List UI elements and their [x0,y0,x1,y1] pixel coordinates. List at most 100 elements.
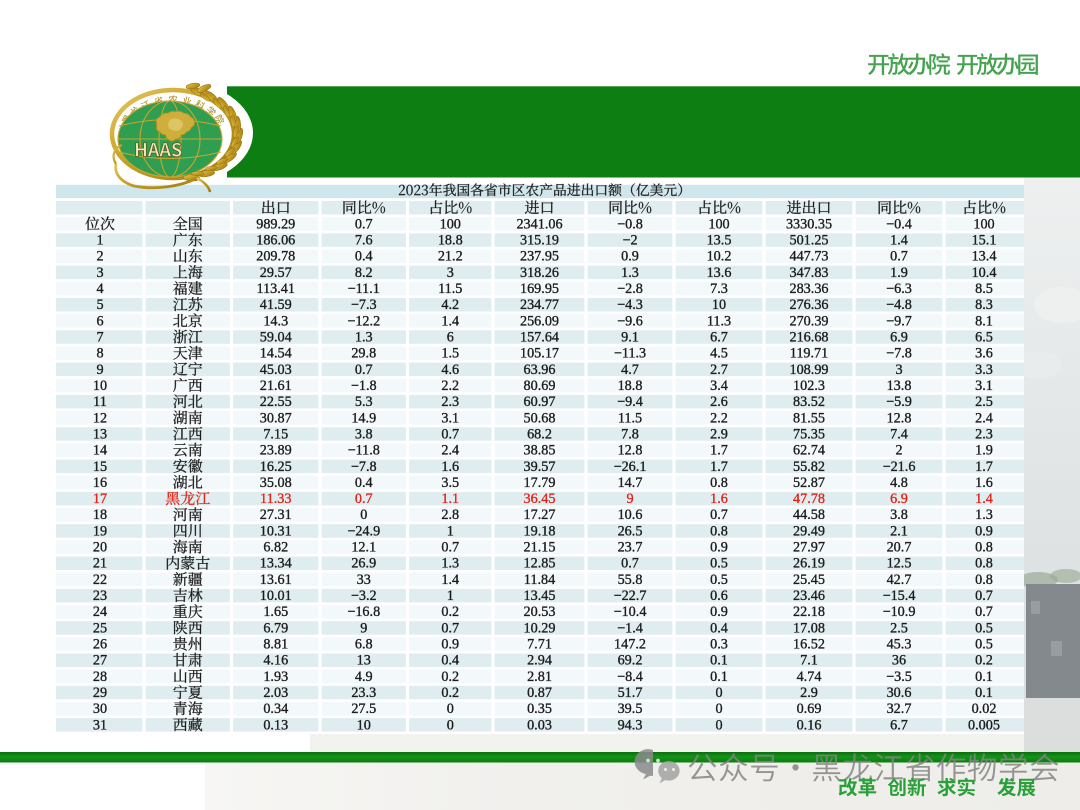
svg-text:10: 10 [357,717,371,733]
svg-text:13.45: 13.45 [524,588,556,604]
svg-text:10.2: 10.2 [707,249,732,265]
svg-text:−7.3: −7.3 [351,297,377,313]
svg-text:1: 1 [96,233,103,249]
svg-text:4.6: 4.6 [441,362,459,378]
svg-text:23.7: 23.7 [618,540,643,556]
svg-text:0.6: 0.6 [710,588,728,604]
svg-text:0.87: 0.87 [527,685,552,701]
svg-text:1: 1 [447,523,454,539]
svg-text:8.81: 8.81 [263,637,288,653]
svg-text:2: 2 [96,249,103,265]
svg-text:0.1: 0.1 [710,653,728,669]
svg-text:0.7: 0.7 [441,426,459,442]
svg-text:1.93: 1.93 [263,669,288,685]
svg-text:0.9: 0.9 [975,523,993,539]
svg-text:20.53: 20.53 [524,604,556,620]
svg-text:21.2: 21.2 [438,249,463,265]
svg-text:94.3: 94.3 [618,717,643,733]
svg-text:6.5: 6.5 [975,330,993,346]
svg-text:9: 9 [626,491,633,507]
svg-text:41.59: 41.59 [260,297,292,313]
svg-text:9: 9 [360,620,367,636]
svg-text:−6.3: −6.3 [886,281,912,297]
svg-text:1.3: 1.3 [355,330,373,346]
svg-text:25: 25 [93,620,107,636]
svg-text:13: 13 [93,426,107,442]
svg-text:13.61: 13.61 [260,572,292,588]
svg-text:119.71: 119.71 [790,346,829,362]
svg-text:0.03: 0.03 [527,717,552,733]
svg-text:44.58: 44.58 [793,507,825,523]
svg-text:0.4: 0.4 [441,653,459,669]
svg-text:6.82: 6.82 [263,540,288,556]
svg-text:−7.8: −7.8 [886,346,912,362]
svg-text:10.01: 10.01 [260,588,292,604]
svg-text:26.19: 26.19 [793,556,825,572]
svg-text:3: 3 [895,362,902,378]
svg-text:7.15: 7.15 [263,426,288,442]
svg-text:108.99: 108.99 [789,362,828,378]
svg-text:23.89: 23.89 [260,443,292,459]
svg-text:1.7: 1.7 [975,459,993,475]
svg-text:100: 100 [973,216,994,232]
svg-text:2.6: 2.6 [710,394,728,410]
svg-text:11.3: 11.3 [707,313,731,329]
svg-text:81.55: 81.55 [793,410,825,426]
svg-text:5: 5 [96,297,103,313]
svg-text:2.94: 2.94 [527,653,552,669]
svg-text:100: 100 [708,216,729,232]
svg-text:1.9: 1.9 [975,443,993,459]
svg-text:−11.1: −11.1 [348,281,380,297]
svg-text:16.25: 16.25 [260,459,292,475]
svg-text:4.74: 4.74 [797,669,822,685]
svg-text:36: 36 [892,653,906,669]
svg-text:2.03: 2.03 [263,685,288,701]
svg-text:8.1: 8.1 [975,313,993,329]
svg-text:55.82: 55.82 [793,459,825,475]
svg-text:12.8: 12.8 [887,410,912,426]
svg-text:0.7: 0.7 [355,362,373,378]
svg-text:35.08: 35.08 [260,475,292,491]
svg-text:17.27: 17.27 [524,507,556,523]
svg-text:3.6: 3.6 [975,346,993,362]
svg-text:31: 31 [93,717,107,733]
svg-text:0.9: 0.9 [441,637,459,653]
svg-text:2.4: 2.4 [975,410,993,426]
svg-text:8.5: 8.5 [975,281,993,297]
svg-text:−26.1: −26.1 [614,459,647,475]
svg-text:100: 100 [440,216,461,232]
svg-text:6.9: 6.9 [890,491,908,507]
svg-text:105.17: 105.17 [520,346,559,362]
svg-text:0.8: 0.8 [710,475,728,491]
svg-text:0.2: 0.2 [441,604,459,620]
svg-text:234.77: 234.77 [520,297,559,313]
svg-text:283.36: 283.36 [789,281,828,297]
svg-text:13: 13 [357,653,371,669]
svg-text:11.5: 11.5 [618,410,642,426]
svg-text:0: 0 [715,701,722,717]
svg-text:18.8: 18.8 [438,233,463,249]
svg-text:0.1: 0.1 [975,669,993,685]
svg-text:45.3: 45.3 [887,637,912,653]
svg-text:1.3: 1.3 [975,507,993,523]
svg-text:0.5: 0.5 [975,637,993,653]
svg-text:3: 3 [96,265,103,281]
svg-text:318.26: 318.26 [520,265,559,281]
svg-text:3.3: 3.3 [975,362,993,378]
svg-text:0.9: 0.9 [710,540,728,556]
svg-text:6.79: 6.79 [263,620,288,636]
svg-text:11.84: 11.84 [524,572,555,588]
svg-text:13.34: 13.34 [260,556,292,572]
svg-text:23.3: 23.3 [351,685,376,701]
svg-text:3.1: 3.1 [441,410,459,426]
svg-text:0.4: 0.4 [355,249,373,265]
svg-text:0.35: 0.35 [527,701,552,717]
svg-text:147.2: 147.2 [614,637,646,653]
svg-text:50.68: 50.68 [524,410,556,426]
svg-text:2.3: 2.3 [975,426,993,442]
svg-text:62.74: 62.74 [793,443,825,459]
svg-text:0.1: 0.1 [975,685,993,701]
svg-text:4.5: 4.5 [710,346,728,362]
svg-text:10.4: 10.4 [972,265,997,281]
svg-text:347.83: 347.83 [789,265,828,281]
